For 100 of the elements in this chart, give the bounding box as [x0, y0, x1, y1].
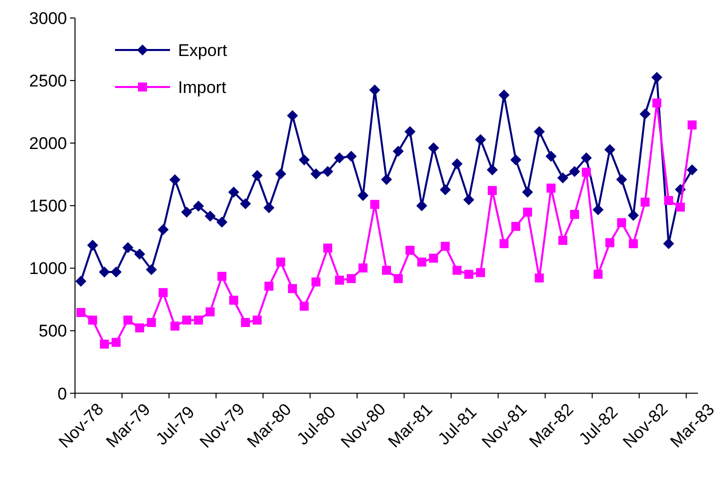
point	[229, 296, 238, 305]
point	[322, 166, 334, 177]
point	[686, 164, 698, 176]
point	[429, 254, 438, 263]
point	[112, 338, 121, 347]
point	[169, 174, 180, 186]
point	[592, 204, 604, 216]
point	[276, 258, 286, 267]
point	[476, 268, 486, 278]
point	[640, 108, 651, 120]
point	[98, 266, 110, 278]
point	[463, 194, 474, 206]
point	[486, 164, 498, 176]
point	[676, 202, 685, 212]
point	[382, 266, 391, 275]
point	[580, 152, 592, 164]
point	[523, 208, 532, 217]
point	[216, 216, 228, 228]
point	[146, 318, 156, 327]
point	[204, 210, 216, 222]
point	[75, 276, 86, 287]
point	[146, 264, 157, 276]
point	[582, 168, 591, 177]
point	[87, 240, 98, 251]
point	[557, 172, 568, 184]
point	[440, 184, 451, 196]
point	[123, 316, 132, 325]
point	[134, 248, 146, 260]
point	[122, 242, 134, 254]
point	[181, 206, 192, 218]
point	[522, 186, 534, 198]
point	[170, 322, 180, 331]
point	[358, 263, 368, 272]
point	[76, 308, 86, 317]
point	[158, 224, 169, 236]
point	[510, 154, 522, 166]
point	[300, 302, 309, 311]
point	[406, 246, 415, 255]
point	[286, 110, 298, 122]
point	[546, 150, 557, 162]
point	[664, 196, 674, 206]
point	[534, 273, 544, 282]
point	[688, 120, 697, 130]
point	[323, 244, 332, 253]
legend-label: Export	[178, 40, 228, 60]
legend-label: Import	[178, 78, 226, 97]
point	[311, 277, 320, 286]
y-tick-label: 3000	[29, 8, 67, 28]
point	[452, 266, 462, 275]
y-tick-label: 2500	[29, 72, 67, 90]
point	[452, 158, 463, 170]
point	[558, 236, 568, 245]
y-tick-label: 0	[58, 384, 67, 404]
point	[417, 258, 426, 267]
y-tick-label: 1500	[29, 196, 67, 216]
point	[182, 316, 192, 325]
point	[346, 150, 357, 162]
y-tick-label: 2000	[29, 134, 67, 154]
y-tick-label: 500	[38, 322, 67, 341]
point	[604, 144, 616, 156]
point	[594, 270, 603, 279]
point	[298, 154, 310, 166]
point	[252, 170, 263, 181]
point	[240, 318, 250, 327]
point	[206, 307, 215, 316]
point	[334, 152, 345, 164]
point	[488, 186, 497, 196]
point	[192, 200, 204, 212]
point	[428, 142, 440, 154]
point	[617, 218, 626, 228]
point	[651, 72, 662, 83]
point	[263, 202, 274, 214]
point	[440, 242, 450, 251]
point	[640, 198, 650, 207]
point	[228, 186, 240, 198]
y-tick-label: 1000	[29, 259, 67, 278]
point	[475, 134, 486, 146]
point	[88, 316, 98, 325]
point	[100, 340, 109, 349]
point	[217, 272, 226, 281]
point	[511, 222, 520, 231]
point	[381, 174, 392, 186]
point	[605, 238, 614, 248]
point	[464, 270, 474, 279]
point	[110, 266, 122, 278]
point	[310, 168, 322, 180]
point	[392, 146, 404, 157]
point	[357, 190, 368, 202]
point	[240, 198, 251, 210]
point	[628, 239, 638, 248]
point	[534, 126, 545, 138]
point	[275, 168, 286, 180]
point	[346, 274, 356, 284]
point	[628, 210, 639, 221]
point	[288, 284, 297, 294]
point	[369, 84, 380, 96]
point	[252, 316, 262, 325]
point	[663, 238, 674, 250]
point	[158, 288, 168, 298]
point	[569, 166, 580, 177]
